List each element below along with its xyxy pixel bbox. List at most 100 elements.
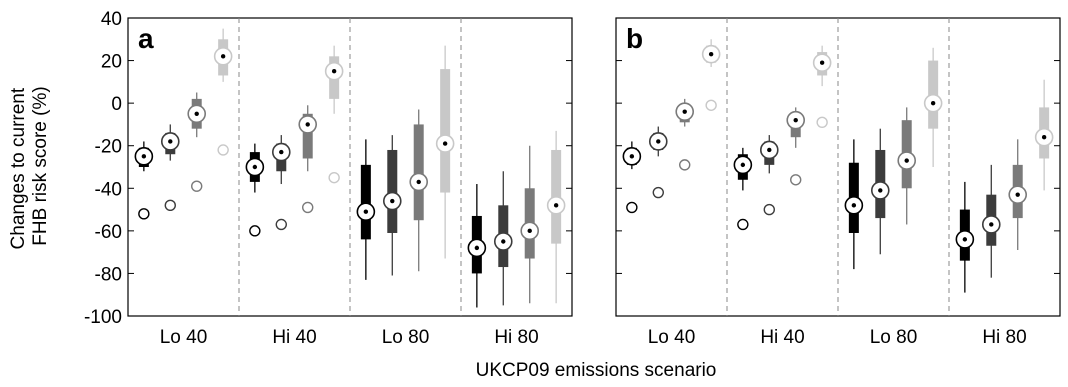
median-dot bbox=[416, 179, 421, 185]
panel-a: a 40 20 0 -20 -40 -60 -80 -100 Lo 40 Hi 40 Lo 80 Hi … bbox=[84, 9, 573, 348]
box-hi-40-2 bbox=[759, 135, 779, 216]
box-lo-40-4 bbox=[213, 28, 233, 156]
baseline-point bbox=[275, 218, 287, 231]
box-lo-80-3 bbox=[897, 107, 917, 225]
box-lo-80-2 bbox=[870, 128, 890, 255]
median-dot bbox=[1041, 135, 1047, 140]
group-label: Lo 80 bbox=[870, 327, 918, 348]
baseline-point bbox=[816, 116, 828, 129]
box-body bbox=[302, 113, 313, 159]
median-dot bbox=[279, 149, 284, 155]
y-axis-label: Changes to current FHB risk score (%) bbox=[8, 83, 51, 250]
box-hi-40-4 bbox=[324, 45, 344, 184]
baseline-point bbox=[302, 201, 314, 214]
panel-label: b bbox=[626, 23, 643, 54]
baseline-point bbox=[763, 203, 775, 216]
panel-label: a bbox=[138, 23, 154, 54]
box-lo-80-3 bbox=[409, 109, 429, 272]
box-lo-80-4 bbox=[435, 45, 455, 259]
median-dot bbox=[793, 117, 798, 123]
y-tick-label: 20 bbox=[101, 52, 122, 73]
baseline-point bbox=[249, 225, 261, 237]
box-lo-80-1 bbox=[844, 139, 864, 270]
box-lo-80-2 bbox=[382, 135, 402, 276]
y-tick-label: -60 bbox=[95, 222, 122, 243]
median-dot bbox=[708, 51, 714, 57]
box-lo-40-3 bbox=[675, 98, 695, 171]
group-label: Lo 80 bbox=[382, 327, 430, 348]
median-dot bbox=[553, 203, 559, 208]
baseline-point bbox=[790, 174, 802, 186]
box-lo-80-1 bbox=[356, 139, 376, 280]
box-hi-80-4 bbox=[546, 130, 566, 304]
box-hi-80-4 bbox=[1034, 79, 1054, 191]
median-dot bbox=[878, 188, 883, 193]
box-lo-40-1 bbox=[622, 141, 642, 214]
median-dot bbox=[194, 111, 199, 116]
median-dot bbox=[740, 162, 746, 168]
box-hi-80-3 bbox=[1008, 139, 1028, 251]
box-hi-40-1 bbox=[733, 147, 753, 231]
x-axis-label: UKCP09 emissions scenario bbox=[476, 360, 717, 381]
box-lo-40-2 bbox=[160, 124, 180, 212]
median-dot bbox=[474, 245, 480, 251]
group-label: Hi 80 bbox=[982, 327, 1026, 348]
median-dot bbox=[252, 164, 258, 170]
median-dot bbox=[629, 154, 635, 159]
median-dot bbox=[141, 154, 147, 159]
baseline-point bbox=[626, 201, 638, 214]
box-hi-40-1 bbox=[245, 143, 265, 237]
median-dot bbox=[904, 158, 909, 163]
baseline-point bbox=[652, 186, 664, 199]
y-axis-label-line1: Changes to current bbox=[8, 87, 29, 249]
y-tick-label: -80 bbox=[95, 264, 122, 285]
baseline-point bbox=[328, 171, 340, 184]
median-dot bbox=[527, 228, 532, 234]
box-hi-80-2 bbox=[493, 171, 513, 306]
baseline-point bbox=[679, 159, 691, 171]
baseline-point bbox=[164, 199, 176, 212]
group-label: Hi 40 bbox=[272, 327, 316, 348]
box-hi-80-1 bbox=[467, 184, 487, 308]
panel-b: b Lo 40 Hi 40 Lo 80 Hi 80 bbox=[615, 17, 1061, 348]
y-tick-label: -20 bbox=[95, 137, 122, 158]
median-dot bbox=[930, 100, 936, 106]
median-dot bbox=[331, 69, 337, 74]
median-dot bbox=[682, 109, 687, 114]
box-lo-40-3 bbox=[187, 92, 207, 192]
group-label: Lo 40 bbox=[160, 327, 208, 348]
box-hi-40-3 bbox=[786, 107, 806, 186]
median-dot bbox=[962, 237, 968, 242]
group-label: Hi 80 bbox=[494, 327, 538, 348]
box-body bbox=[387, 149, 398, 233]
median-dot bbox=[168, 139, 173, 144]
median-dot bbox=[363, 209, 369, 214]
box-body bbox=[360, 164, 371, 240]
box-hi-40-3 bbox=[298, 105, 318, 214]
baseline-point bbox=[737, 218, 749, 231]
y-tick-label: -40 bbox=[95, 179, 122, 200]
y-tick-label: 40 bbox=[101, 9, 122, 30]
box-hi-40-2 bbox=[271, 135, 291, 231]
baseline-point bbox=[217, 144, 229, 156]
box-body bbox=[413, 124, 424, 221]
baseline-point bbox=[191, 180, 203, 192]
box-hi-80-1 bbox=[955, 181, 975, 293]
group-label: Hi 40 bbox=[760, 327, 804, 348]
group-label: Lo 40 bbox=[648, 327, 696, 348]
median-dot bbox=[305, 122, 310, 127]
median-dot bbox=[656, 139, 661, 144]
median-dot bbox=[989, 222, 994, 227]
baseline-point bbox=[138, 208, 150, 220]
box-lo-40-4 bbox=[701, 39, 721, 111]
y-tick-label: -100 bbox=[84, 307, 122, 328]
y-tick-label: 0 bbox=[111, 94, 122, 115]
box-hi-80-2 bbox=[981, 164, 1001, 278]
median-dot bbox=[1015, 192, 1020, 197]
median-dot bbox=[220, 54, 226, 59]
box-hi-80-3 bbox=[520, 145, 540, 304]
median-dot bbox=[390, 198, 395, 204]
box-hi-40-4 bbox=[812, 45, 832, 129]
